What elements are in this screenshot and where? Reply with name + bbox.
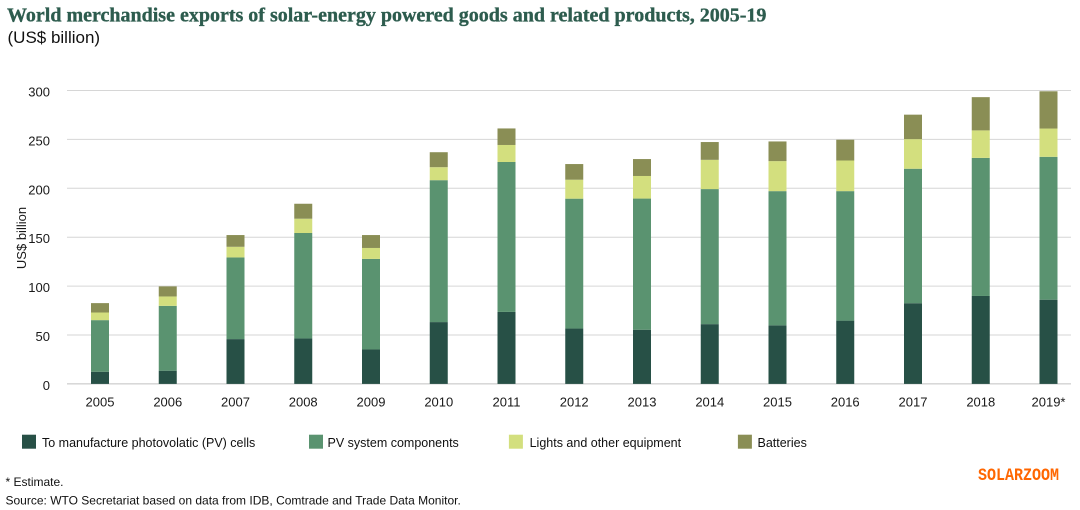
- svg-text:Source: WTO Secretariat based: Source: WTO Secretariat based on data fr…: [6, 494, 461, 508]
- svg-text:2013: 2013: [628, 395, 657, 410]
- svg-text:Batteries: Batteries: [758, 436, 807, 450]
- svg-text:2012: 2012: [560, 395, 589, 410]
- svg-text:2007: 2007: [221, 395, 250, 410]
- svg-text:2006: 2006: [153, 395, 182, 410]
- svg-text:100: 100: [28, 280, 50, 295]
- svg-text:2016: 2016: [831, 395, 860, 410]
- svg-text:2009: 2009: [357, 395, 386, 410]
- svg-text:To manufacture photovolatic (P: To manufacture photovolatic (PV) cells: [42, 436, 255, 450]
- svg-text:0: 0: [43, 378, 50, 393]
- svg-text:World merchandise exports of s: World merchandise exports of solar-energ…: [7, 5, 766, 27]
- svg-text:150: 150: [28, 231, 50, 246]
- svg-text:2015: 2015: [763, 395, 792, 410]
- svg-text:2014: 2014: [695, 395, 724, 410]
- svg-text:2005: 2005: [86, 395, 115, 410]
- svg-text:250: 250: [28, 133, 50, 148]
- svg-text:US$ billion: US$ billion: [14, 207, 29, 269]
- svg-text:50: 50: [36, 329, 50, 344]
- svg-text:300: 300: [28, 85, 50, 100]
- svg-text:2018: 2018: [966, 395, 995, 410]
- svg-text:2008: 2008: [289, 395, 318, 410]
- svg-text:2017: 2017: [899, 395, 928, 410]
- svg-text:Lights and other equipment: Lights and other equipment: [530, 436, 682, 450]
- svg-text:* Estimate.: * Estimate.: [6, 475, 64, 489]
- svg-text:2019*: 2019*: [1032, 395, 1066, 410]
- svg-text:SOLARZOOM: SOLARZOOM: [978, 466, 1059, 485]
- svg-text:2010: 2010: [424, 395, 453, 410]
- svg-text:200: 200: [28, 182, 50, 197]
- svg-text:2011: 2011: [493, 395, 521, 410]
- svg-text:(US$ billion): (US$ billion): [8, 28, 101, 47]
- svg-text:PV system components: PV system components: [328, 436, 459, 450]
